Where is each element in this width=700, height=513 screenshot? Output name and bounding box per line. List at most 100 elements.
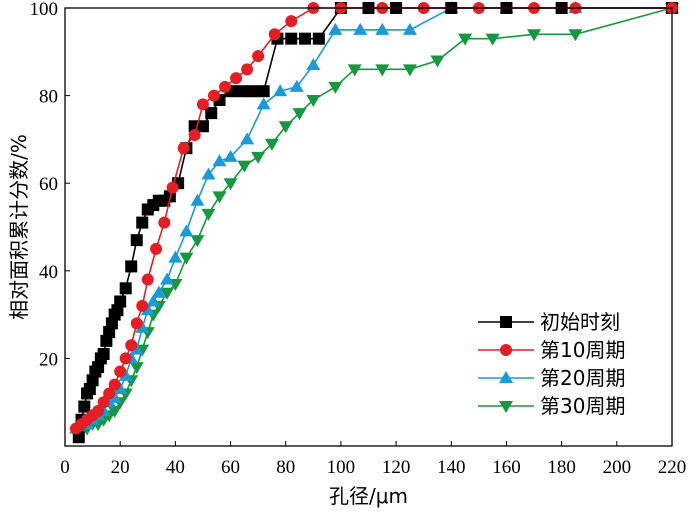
data-point	[285, 32, 298, 45]
data-point	[129, 342, 144, 355]
data-point	[375, 22, 390, 35]
data-point	[527, 29, 542, 42]
data-point	[458, 33, 473, 46]
data-point	[136, 299, 149, 312]
data-point	[97, 348, 110, 361]
data-point	[150, 242, 163, 255]
data-point	[140, 303, 155, 316]
data-point	[125, 339, 138, 352]
legend-item: 第30周期	[478, 394, 625, 418]
legend-marker	[500, 316, 512, 328]
x-tick-label: 200	[603, 457, 632, 478]
data-point	[264, 138, 279, 151]
data-point	[179, 224, 194, 237]
data-point	[151, 285, 166, 298]
data-point	[235, 85, 248, 98]
data-point	[92, 404, 105, 417]
ticks-layer: 0 20 40 60 80 100 120 140 160 180 200 220 20 40 60 80 10…	[30, 0, 687, 478]
x-tick-label: 60	[221, 457, 240, 478]
data-point	[299, 32, 312, 45]
series-4	[69, 3, 679, 440]
data-point	[114, 295, 127, 308]
x-tick-label: 160	[492, 457, 521, 478]
data-point	[230, 72, 243, 85]
y-tick-label: 40	[39, 262, 58, 283]
legend-label: 初始时刻	[540, 310, 620, 334]
data-point	[223, 178, 238, 191]
data-point	[130, 234, 143, 247]
data-point	[136, 216, 149, 229]
data-point	[430, 55, 445, 68]
data-point	[285, 15, 298, 28]
data-point	[273, 84, 288, 97]
data-point	[114, 365, 127, 378]
y-axis-title: 相对面积累计分数/%	[7, 134, 31, 320]
data-point	[160, 287, 175, 300]
x-tick-label: 20	[111, 457, 130, 478]
x-tick-label: 40	[166, 457, 185, 478]
data-point	[113, 382, 128, 395]
legend-item: 第20周期	[478, 366, 625, 390]
data-point	[402, 22, 417, 35]
data-point	[237, 160, 252, 173]
x-tick-label: 140	[437, 457, 466, 478]
data-point	[257, 85, 270, 98]
data-point	[207, 89, 220, 102]
data-point	[146, 294, 161, 307]
data-point	[107, 390, 122, 403]
data-point	[353, 22, 368, 35]
data-point	[347, 64, 362, 77]
y-tick-label: 60	[39, 174, 58, 195]
data-point	[252, 50, 265, 63]
x-tick-label: 0	[60, 457, 70, 478]
data-point	[97, 396, 110, 409]
data-point	[158, 216, 171, 229]
data-point	[177, 142, 190, 155]
data-point	[201, 167, 216, 180]
data-point	[190, 193, 205, 206]
legend-marker	[500, 344, 512, 356]
data-point	[196, 120, 209, 133]
data-point	[328, 22, 343, 35]
data-point	[312, 32, 325, 45]
data-point	[188, 129, 201, 142]
data-point	[130, 317, 143, 330]
data-point	[108, 378, 121, 391]
y-tick-label: 20	[39, 349, 58, 370]
data-point	[306, 57, 321, 70]
data-point	[219, 80, 232, 93]
data-point	[568, 29, 583, 42]
data-point	[268, 28, 281, 41]
data-point	[125, 260, 138, 273]
data-point	[196, 98, 209, 111]
legend-item: 第10周期	[478, 338, 625, 362]
data-point	[119, 352, 132, 365]
data-point	[292, 108, 307, 121]
data-point	[129, 362, 144, 375]
data-point	[190, 235, 205, 248]
legend-item: 初始时刻	[478, 310, 620, 334]
legend-marker	[499, 371, 513, 383]
data-point	[306, 94, 321, 107]
legend-label: 第20周期	[540, 366, 625, 390]
data-point	[168, 250, 183, 263]
x-tick-label: 120	[382, 457, 411, 478]
data-point	[375, 64, 390, 77]
x-tick-label: 100	[327, 457, 356, 478]
legend-label: 第10周期	[540, 338, 625, 362]
data-point	[141, 273, 154, 286]
legend-marker	[499, 401, 513, 413]
x-tick-label: 80	[276, 457, 295, 478]
data-point	[289, 79, 304, 92]
data-point	[119, 282, 132, 295]
data-point	[256, 97, 271, 110]
x-axis-title: 孔径/μm	[329, 484, 408, 508]
data-point	[103, 387, 116, 400]
data-point	[212, 154, 227, 167]
data-point	[278, 121, 293, 134]
plot-frame	[64, 7, 673, 447]
data-point	[246, 85, 259, 98]
data-point	[223, 149, 238, 162]
